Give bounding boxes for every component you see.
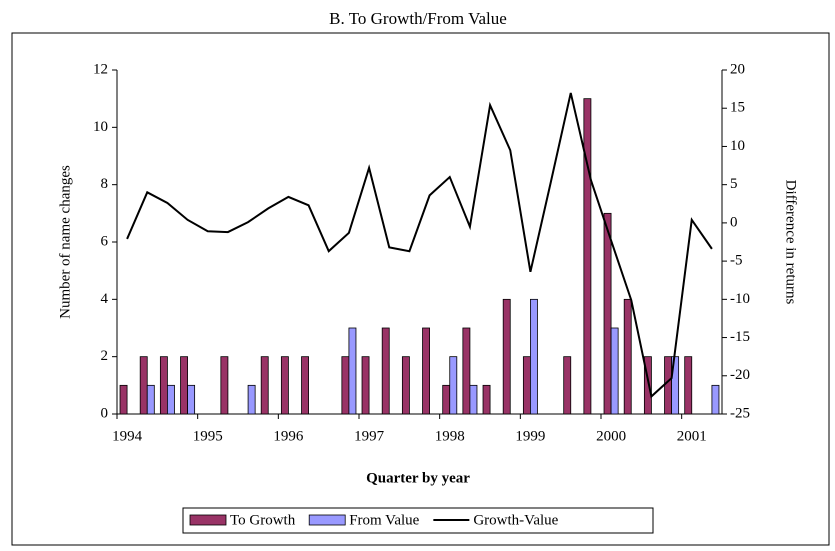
y2-tick-label: 10 xyxy=(730,138,745,154)
y-tick-label: 6 xyxy=(101,233,109,249)
y2-tick-label: -10 xyxy=(730,291,750,307)
bar xyxy=(301,356,309,415)
y-tick-label: 0 xyxy=(101,405,109,421)
y2-tick-label: 5 xyxy=(730,176,738,192)
bar xyxy=(664,356,672,415)
bar xyxy=(603,212,612,415)
bar xyxy=(610,327,619,415)
x-tick-label: 1995 xyxy=(193,428,223,444)
x-tick-label: 1998 xyxy=(435,428,465,444)
x-tick-label: 2001 xyxy=(677,428,707,444)
legend-label: To Growth xyxy=(230,512,296,528)
bar xyxy=(180,356,188,415)
bar xyxy=(583,98,592,415)
y2-tick-label: 15 xyxy=(730,100,745,116)
bar xyxy=(159,356,168,415)
bar xyxy=(643,356,652,415)
bar xyxy=(563,356,572,415)
y2-tick-label: -15 xyxy=(730,329,750,345)
legend-label: Growth-Value xyxy=(473,512,558,528)
bar xyxy=(220,356,229,415)
y2-tick-label: 0 xyxy=(730,214,738,230)
legend-swatch xyxy=(189,514,227,526)
bar xyxy=(146,384,155,415)
x-axis-title: Quarter by year xyxy=(366,470,470,486)
bar xyxy=(442,384,451,415)
bar xyxy=(401,356,410,415)
bar xyxy=(684,356,693,415)
bar xyxy=(119,384,128,415)
legend-swatch xyxy=(308,514,346,526)
bar xyxy=(341,356,350,415)
bar xyxy=(280,356,289,415)
y-tick-label: 10 xyxy=(93,119,108,135)
bar xyxy=(187,384,196,415)
bar xyxy=(522,356,531,415)
bar xyxy=(530,298,538,415)
legend-label: From Value xyxy=(349,512,419,528)
y-axis-title: Number of name changes xyxy=(57,165,73,319)
bar xyxy=(469,384,478,415)
bar xyxy=(381,327,390,415)
bar xyxy=(139,356,148,415)
x-tick-label: 1997 xyxy=(354,428,385,444)
bar xyxy=(361,356,370,415)
y2-tick-label: 20 xyxy=(730,61,745,77)
y2-tick-label: -5 xyxy=(730,253,743,269)
bar xyxy=(482,384,491,415)
x-tick-label: 1994 xyxy=(112,428,143,444)
bar xyxy=(462,327,471,415)
y-tick-label: 8 xyxy=(101,176,109,192)
bar xyxy=(348,327,357,415)
x-tick-label: 2000 xyxy=(596,428,626,444)
y2-tick-label: -25 xyxy=(730,405,750,421)
x-tick-label: 1996 xyxy=(273,428,304,444)
x-tick-label: 1999 xyxy=(515,428,545,444)
bar xyxy=(623,298,632,415)
chart-frame xyxy=(11,32,830,546)
bar xyxy=(260,356,269,415)
bar xyxy=(247,384,256,415)
bar xyxy=(167,384,175,415)
chart-title: B. To Growth/From Value xyxy=(329,9,507,28)
y-tick-label: 12 xyxy=(93,61,108,77)
y2-tick-label: -20 xyxy=(730,367,750,383)
bar xyxy=(711,384,720,415)
bar xyxy=(449,356,458,415)
legend-frame xyxy=(182,507,654,534)
bar xyxy=(502,298,511,415)
bar xyxy=(422,327,430,415)
y2-axis-title: Difference in returns xyxy=(783,180,799,305)
line xyxy=(126,92,713,399)
y-tick-label: 4 xyxy=(101,291,109,307)
y-tick-label: 2 xyxy=(101,348,109,364)
